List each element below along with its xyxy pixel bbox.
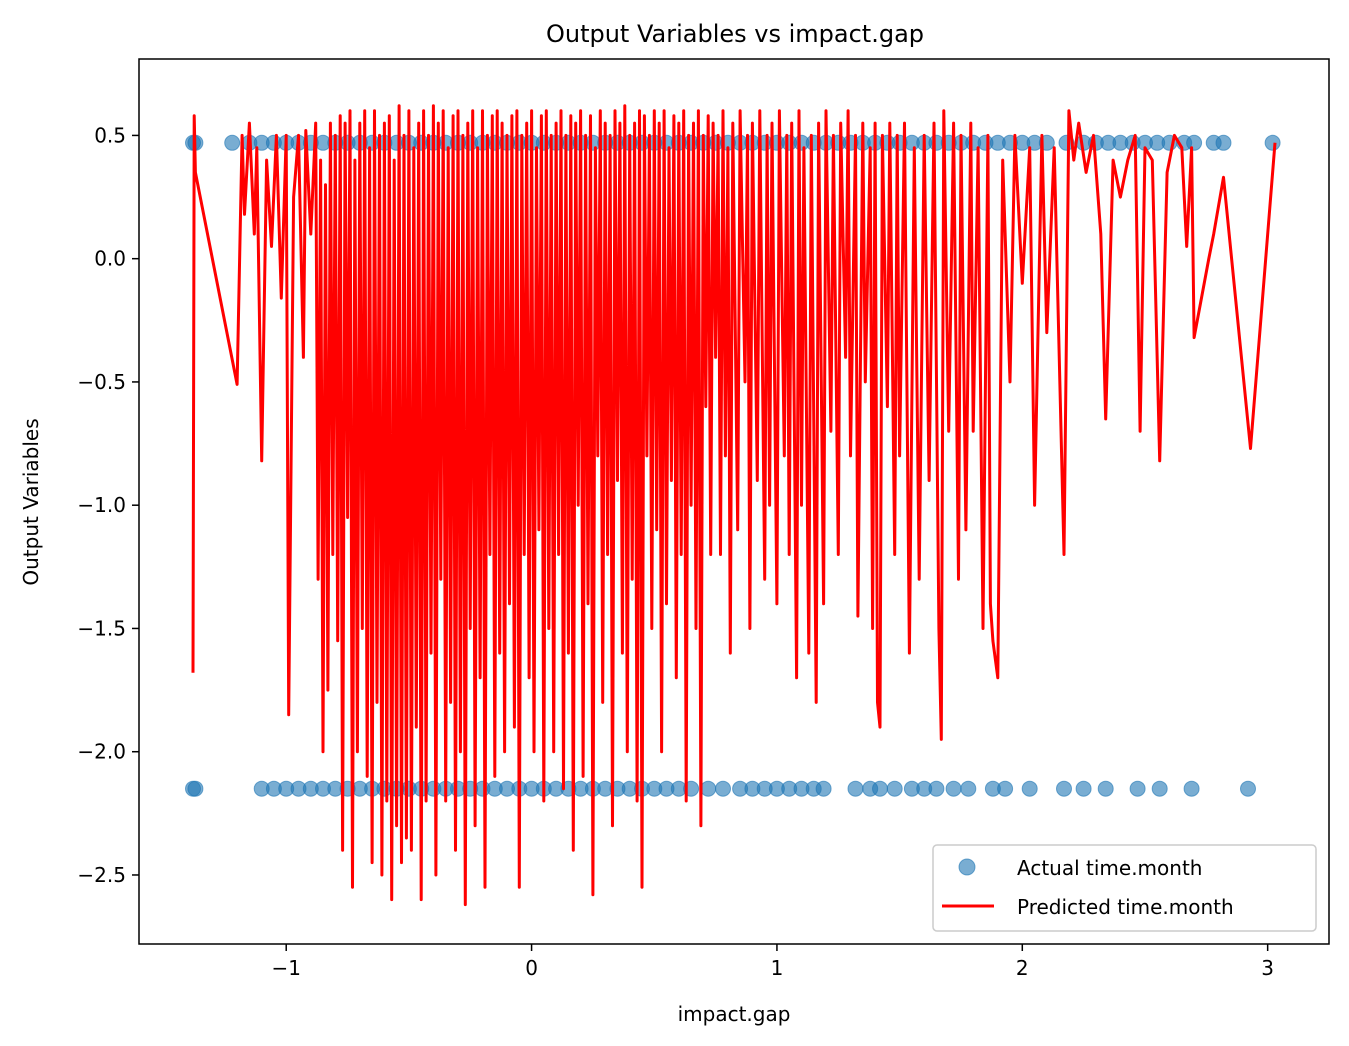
legend-box bbox=[932, 844, 1317, 932]
chart-title: Output Variables vs impact.gap bbox=[546, 20, 924, 48]
scatter-point bbox=[886, 780, 903, 797]
scatter-point bbox=[1075, 780, 1092, 797]
scatter-point bbox=[847, 780, 864, 797]
y-tick-label: 0.0 bbox=[94, 247, 126, 271]
y-axis-label: Output Variables bbox=[19, 418, 43, 585]
predicted-line-series bbox=[191, 104, 1277, 907]
legend-label-actual: Actual time.month bbox=[1017, 856, 1202, 880]
scatter-point bbox=[1240, 780, 1256, 797]
x-tick-label: 0 bbox=[525, 956, 538, 980]
scatter-point bbox=[1215, 134, 1232, 151]
scatter-point bbox=[997, 780, 1014, 797]
scatter-point bbox=[960, 780, 977, 797]
x-axis: −1 0 1 2 3 bbox=[271, 944, 1274, 980]
scatter-point bbox=[1183, 780, 1200, 797]
y-tick-label: −0.5 bbox=[77, 370, 126, 394]
y-tick-label: −1.5 bbox=[77, 616, 126, 640]
scatter-point bbox=[872, 780, 888, 797]
plot-frame bbox=[138, 58, 1330, 945]
scatter-point bbox=[700, 780, 717, 797]
scatter-point bbox=[1097, 780, 1114, 797]
scatter-point bbox=[1129, 780, 1146, 797]
x-tick-label: 1 bbox=[771, 956, 784, 980]
scatter-point bbox=[1151, 780, 1168, 797]
scatter-point bbox=[945, 780, 962, 797]
y-axis: 0.5 0.0 −0.5 −1.0 −1.5 −2.0 −2.5 bbox=[77, 123, 139, 887]
y-tick-label: −2.5 bbox=[77, 863, 126, 887]
y-tick-label: −2.0 bbox=[77, 740, 126, 764]
scatter-point bbox=[815, 780, 832, 797]
x-axis-label: impact.gap bbox=[678, 1002, 791, 1026]
legend-marker-actual bbox=[958, 858, 976, 876]
scatter-point bbox=[187, 780, 204, 797]
x-tick-label: 3 bbox=[1261, 956, 1274, 980]
scatter-point bbox=[1056, 780, 1072, 797]
y-tick-label: −1.0 bbox=[77, 493, 126, 517]
scatter-point bbox=[928, 780, 945, 797]
legend: Actual time.month Predicted time.month bbox=[932, 844, 1317, 932]
x-tick-label: 2 bbox=[1016, 956, 1029, 980]
x-tick-label: −1 bbox=[271, 956, 300, 980]
scatter-point bbox=[1264, 134, 1281, 151]
scatter-point bbox=[715, 780, 731, 797]
scatter-point bbox=[1021, 780, 1038, 797]
scatter-point bbox=[1186, 134, 1203, 151]
scatter-point bbox=[224, 134, 241, 151]
legend-label-predicted: Predicted time.month bbox=[1017, 895, 1234, 919]
y-tick-label: 0.5 bbox=[94, 123, 126, 147]
predicted-line bbox=[191, 104, 1277, 907]
